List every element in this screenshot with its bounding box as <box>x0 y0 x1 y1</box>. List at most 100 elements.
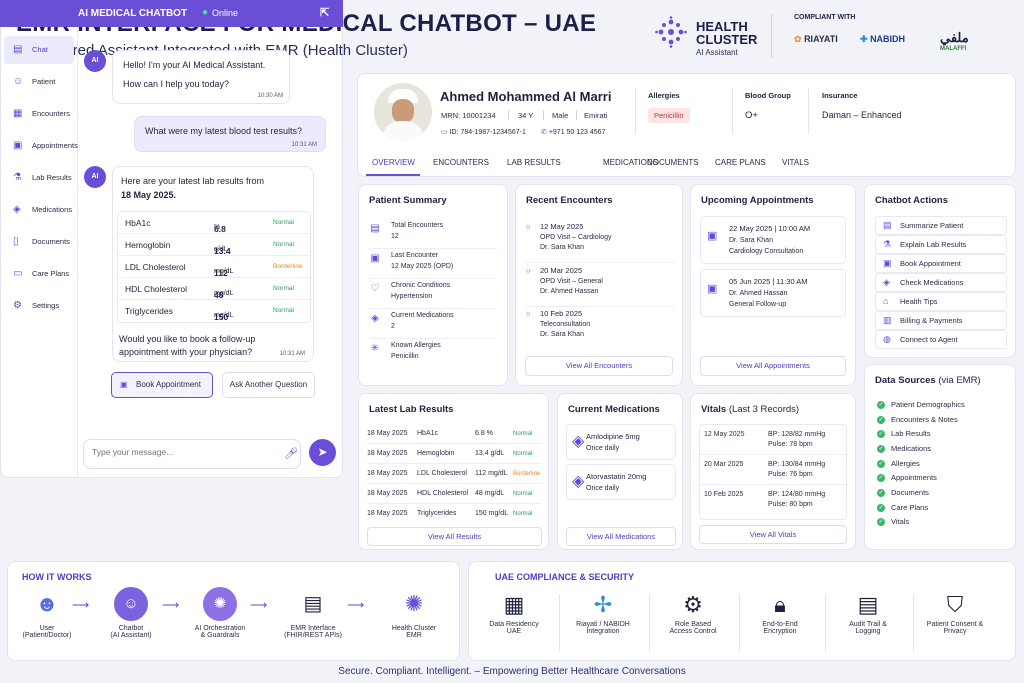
microphone-icon[interactable]: 🎤︎ <box>284 448 298 460</box>
check-icon: ✓ <box>877 489 885 498</box>
chat-icon: ▤ <box>13 44 23 55</box>
medication-item[interactable]: ◈ Atorvastatin 20mg Once daily <box>566 464 676 500</box>
pill-icon: ◈ <box>572 473 585 490</box>
table-row: 18 May 2025 HDL Cholesterol 48 mg/dL Normal <box>367 484 542 504</box>
check-icon: ✓ <box>877 430 885 439</box>
table-row: 18 May 2025 Triglycerides 150 mg/dL Normal <box>367 510 533 517</box>
list-item[interactable]: ○ 10 Feb 2025 Teleconsultation Dr. Sara Kha… <box>526 309 591 338</box>
data-sources-title: Data Sources (via EMR) <box>875 375 981 386</box>
document-icon: ▤ <box>857 592 879 617</box>
flask-icon: ⚗ <box>13 172 22 183</box>
list-item: ✓ Lab Results <box>877 429 931 439</box>
health-cluster-logo <box>655 16 687 53</box>
patient-photo <box>374 83 432 141</box>
view-all-appointments-button[interactable]: View All Appointments <box>700 356 846 376</box>
phone-icon: ✆ <box>541 129 547 136</box>
brain-icon: ✺ <box>203 587 237 621</box>
compliance-title: UAE COMPLIANCE & SECURITY <box>495 572 635 582</box>
action-explain-lab-results[interactable]: ⚗ Explain Lab Results <box>875 235 1007 254</box>
action-connect-to-agent[interactable]: ◍ Connect to Agent <box>875 330 1007 349</box>
latest-lab-results-card: Latest Lab Results 18 May 2025 HbA1c 6.8 %… <box>358 393 549 550</box>
table-row: Hemoglobin 13.4 g/dL Normal <box>118 234 310 256</box>
bot-avatar: AI <box>84 166 106 188</box>
list-item: ✓ Vitals <box>877 517 910 527</box>
nav-medications[interactable]: ◈ Medications <box>4 196 74 224</box>
tab-care-plans[interactable]: CARE PLANS <box>715 158 766 167</box>
message-input[interactable] <box>92 447 272 457</box>
calendar-icon: ▣ <box>13 140 23 151</box>
check-icon: ✓ <box>877 518 885 527</box>
recent-encounters-card: Recent Encounters ○ 12 May 2025 OPD Visit … <box>515 184 683 386</box>
list-item: ▣ Last Encounter 12 May 2025 (OPD) <box>369 249 497 279</box>
riayati-logo: ✿ RIAYATI <box>794 34 838 44</box>
chat-sidebar <box>0 27 78 478</box>
online-dot-icon: ● <box>202 7 209 18</box>
action-summarize-patient[interactable]: ▤ Summarize Patient <box>875 216 1007 235</box>
patient-age: 34 Y <box>518 111 534 120</box>
pill-icon: ◈ <box>883 277 890 287</box>
tab-lab-results[interactable]: LAB RESULTS <box>507 158 561 167</box>
view-all-medications-button[interactable]: View All Medications <box>566 527 676 546</box>
bot-message: Hello! I'm your AI Medical Assistant. Ho… <box>112 50 290 104</box>
list-item[interactable]: ○ 12 May 2025 OPD Visit – Cardiology Dr. Sa… <box>526 221 674 263</box>
tab-encounters[interactable]: ENCOUNTERS <box>433 158 490 167</box>
malaffi-arabic: ملفي <box>940 30 969 45</box>
clipboard-icon: ▭ <box>13 268 23 279</box>
table-row: 12 May 2025 BP: 128/82 mmHg Pulse: 78 bpm <box>700 425 848 455</box>
nav-appointments[interactable]: ▣ Appointments <box>4 132 78 160</box>
arrow-icon: ⟶ <box>162 598 180 612</box>
user-icon: ☺ <box>13 76 24 87</box>
view-all-results-button[interactable]: View All Results <box>367 527 542 546</box>
expand-icon[interactable]: ⇱ <box>320 7 330 19</box>
view-all-vitals-button[interactable]: View All Vitals <box>699 525 847 544</box>
circle-icon: ○ <box>526 309 531 318</box>
how-it-works-title: HOW IT WORKS <box>22 572 92 582</box>
message-input-box[interactable]: 🎤︎ <box>83 439 301 469</box>
compliance-data-residency: ▦ Data Residency UAE <box>469 589 559 635</box>
home-icon: ⌂ <box>883 296 889 306</box>
action-check-medications[interactable]: ◈ Check Medications <box>875 273 1007 292</box>
flow-step-user: ☻ User (Patient/Doctor) <box>12 587 82 639</box>
send-button[interactable]: ➤ <box>309 439 336 466</box>
list-item: ♡ Chronic Conditions Hypertension <box>369 279 497 309</box>
nav-documents[interactable]: ▯ Documents <box>4 228 74 256</box>
appointment-item[interactable]: ▣ 05 Jun 2025 | 11:30 AM Dr. Ahmed Hassan G… <box>700 269 846 317</box>
tab-documents[interactable]: DOCUMENTS <box>647 158 699 167</box>
compliance-access-control: ⚙ Role Based Access Control <box>648 589 738 635</box>
tab-medications[interactable]: MEDICATIONS <box>603 158 658 167</box>
table-row: 20 Mar 2025 BP: 130/84 mmHg Pulse: 76 bpm <box>700 455 848 485</box>
medication-item[interactable]: ◈ Amlodipine 5mg Once daily <box>566 424 676 460</box>
check-icon: ✓ <box>877 401 885 410</box>
nav-settings[interactable]: ⚙ Settings <box>4 292 74 320</box>
nav-encounters[interactable]: ▦ Encounters <box>4 100 74 128</box>
arrow-icon: ⟶ <box>250 598 268 612</box>
nav-chat[interactable]: ▤ Chat <box>4 36 74 64</box>
nav-lab-results[interactable]: ⚗ Lab Results <box>4 164 74 192</box>
action-health-tips[interactable]: ⌂ Health Tips <box>875 292 1007 311</box>
patient-phone: ✆ +971 50 123 4567 <box>541 129 606 136</box>
action-billing-payments[interactable]: ▥ Billing & Payments <box>875 311 1007 330</box>
bot-lab-message: Here are your latest lab results from 18… <box>112 166 314 362</box>
vitals-table: 12 May 2025 BP: 128/82 mmHg Pulse: 78 bpm … <box>699 424 848 520</box>
table-row: Triglycerides 150 mg/dL Normal <box>125 306 294 322</box>
table-row: HbA1c 6.8 % Normal <box>118 212 310 234</box>
insurance-value: Daman – Enhanced <box>822 110 902 120</box>
list-item[interactable]: ○ 20 Mar 2025 OPD Visit – General Dr. Ahmed… <box>526 265 674 307</box>
action-book-appointment[interactable]: ▣ Book Appointment <box>875 254 1007 273</box>
active-tab-indicator <box>366 174 420 176</box>
ask-another-question-button[interactable]: Ask Another Question <box>222 372 315 398</box>
current-medications-card: Current Medications ◈ Amlodipine 5mg Once … <box>557 393 683 550</box>
brand-name: HEALTH CLUSTER <box>696 19 758 47</box>
list-item: ✓ Appointments <box>877 473 937 483</box>
circle-icon: ○ <box>526 222 531 231</box>
table-row: HDL Cholesterol 48 mg/dL Normal <box>118 278 310 300</box>
appointment-item[interactable]: ▣ 22 May 2025 | 10:00 AM Dr. Sara Khan Card… <box>700 216 846 264</box>
tab-overview[interactable]: OVERVIEW <box>372 158 415 167</box>
nav-care-plans[interactable]: ▭ Care Plans <box>4 260 74 288</box>
nav-patient[interactable]: ☺ Patient <box>4 68 74 96</box>
view-all-encounters-button[interactable]: View All Encounters <box>525 356 673 376</box>
compliance-card: UAE COMPLIANCE & SECURITY ▦ Data Residenc… <box>468 561 1016 661</box>
book-appointment-button[interactable]: ▣ Book Appointment <box>111 372 213 398</box>
how-it-works-card: HOW IT WORKS ☻ User (Patient/Doctor) ⟶ ☺ Ch… <box>7 561 460 661</box>
tab-vitals[interactable]: VITALS <box>782 158 809 167</box>
